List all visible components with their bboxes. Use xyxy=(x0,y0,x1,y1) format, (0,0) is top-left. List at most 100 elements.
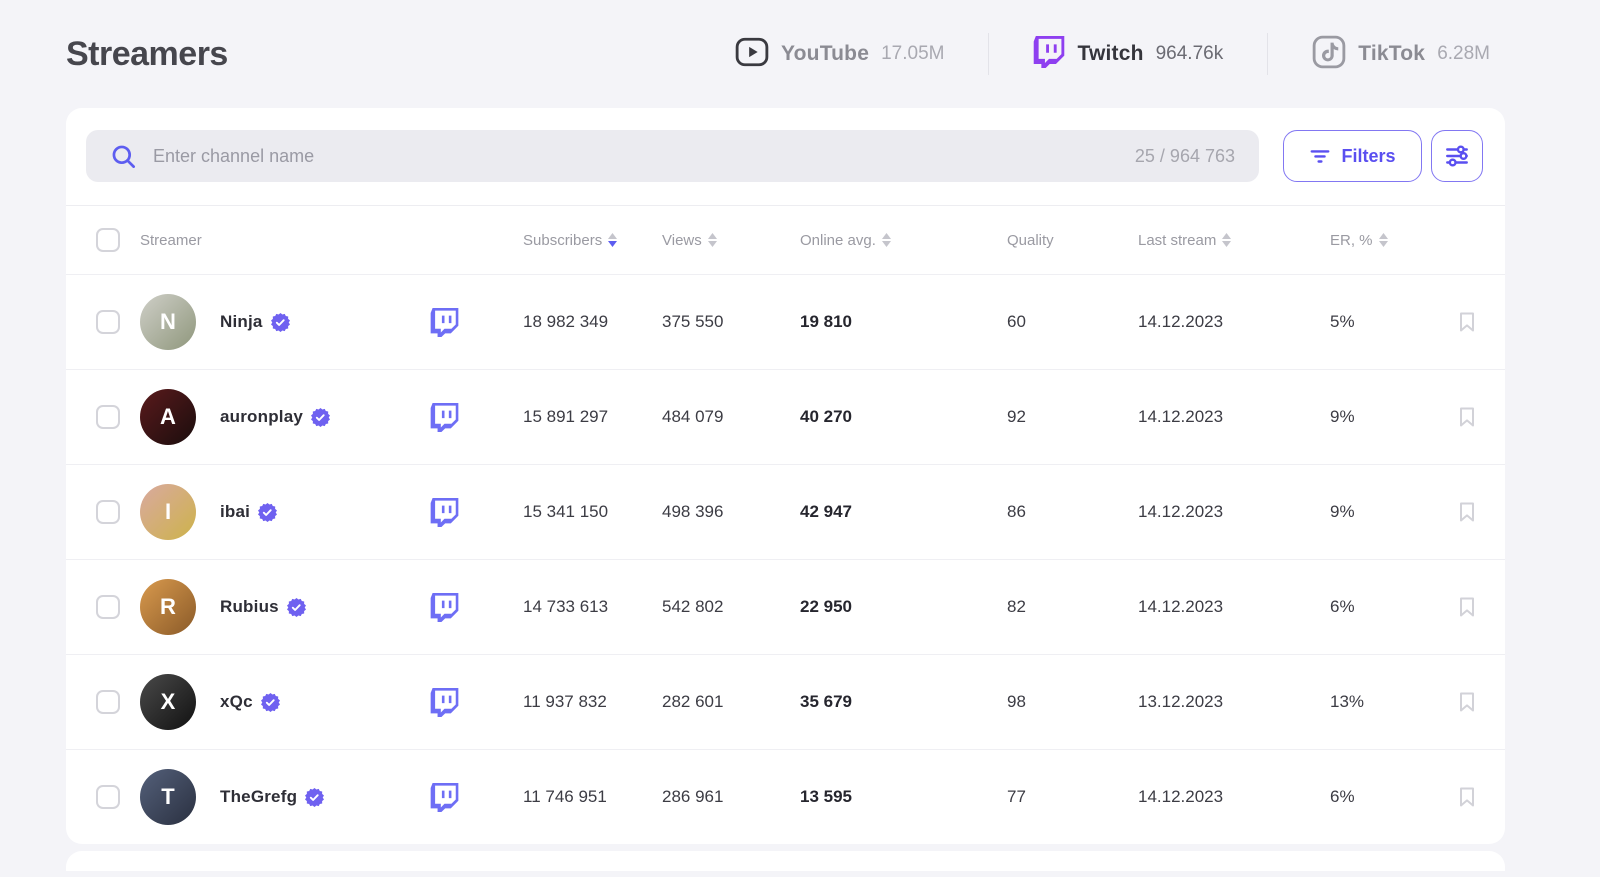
select-all-checkbox[interactable] xyxy=(96,228,120,252)
twitch-icon[interactable] xyxy=(430,687,459,717)
online-avg-value: 35 679 xyxy=(800,692,852,711)
table-body: N Ninja 18 982 349 375 550 19 810 60 14.… xyxy=(66,274,1505,844)
online-avg-value: 42 947 xyxy=(800,502,852,521)
streamer-name[interactable]: Ninja xyxy=(220,312,263,331)
verified-badge-icon xyxy=(260,692,280,712)
streamer-name[interactable]: xQc xyxy=(220,692,253,711)
table-row: I ibai 15 341 150 498 396 42 947 86 14.1… xyxy=(66,464,1505,559)
column-header-online-avg[interactable]: Online avg. xyxy=(800,232,1007,249)
platform-cell xyxy=(430,687,523,717)
er-value: 6% xyxy=(1330,597,1355,616)
bookmark-button[interactable] xyxy=(1455,405,1479,429)
er-value: 6% xyxy=(1330,787,1355,806)
streamer-name[interactable]: auronplay xyxy=(220,407,304,426)
column-header-quality: Quality xyxy=(1007,231,1054,249)
page-header: Streamers YouTube 17.05M Twitch 964.76k xyxy=(0,0,1600,108)
filter-icon xyxy=(1309,145,1331,167)
avatar-cell: T xyxy=(140,769,220,825)
bookmark-button[interactable] xyxy=(1455,310,1479,334)
quality-value: 60 xyxy=(1007,312,1026,331)
views-value: 498 396 xyxy=(662,502,724,521)
column-header-views[interactable]: Views xyxy=(662,232,800,249)
quality-value: 86 xyxy=(1007,502,1026,521)
streamer-name-cell: Ninja xyxy=(220,312,430,332)
streamers-card: 25 / 964 763 Filters xyxy=(66,108,1505,844)
tab-youtube-label: YouTube xyxy=(780,42,870,65)
row-checkbox[interactable] xyxy=(96,405,120,429)
views-value: 286 961 xyxy=(662,787,724,806)
platform-cell xyxy=(430,402,523,432)
row-checkbox[interactable] xyxy=(96,595,120,619)
views-value: 282 601 xyxy=(662,692,724,711)
views-value: 375 550 xyxy=(662,312,724,331)
verified-badge-icon xyxy=(270,312,290,332)
streamer-name[interactable]: TheGrefg xyxy=(220,787,298,806)
platform-cell xyxy=(430,497,523,527)
results-counter: 25 / 964 763 xyxy=(1134,145,1235,166)
er-value: 5% xyxy=(1330,312,1355,331)
avatar-cell: X xyxy=(140,674,220,730)
bookmark-button[interactable] xyxy=(1455,595,1479,619)
filters-button[interactable]: Filters xyxy=(1283,130,1422,182)
tab-youtube[interactable]: YouTube 17.05M xyxy=(691,35,988,74)
avatar[interactable]: I xyxy=(140,484,196,540)
row-checkbox[interactable] xyxy=(96,785,120,809)
avatar[interactable]: A xyxy=(140,389,196,445)
bookmark-icon xyxy=(1455,785,1479,809)
twitch-icon[interactable] xyxy=(430,307,459,337)
row-checkbox[interactable] xyxy=(96,500,120,524)
quality-value: 92 xyxy=(1007,407,1026,426)
bookmark-button[interactable] xyxy=(1455,690,1479,714)
page-title: Streamers xyxy=(66,34,228,73)
last-stream-value: 14.12.2023 xyxy=(1138,502,1224,521)
table-row: N Ninja 18 982 349 375 550 19 810 60 14.… xyxy=(66,274,1505,369)
platform-tabs: YouTube 17.05M Twitch 964.76k xyxy=(691,33,1490,75)
quality-value: 98 xyxy=(1007,692,1026,711)
twitch-icon[interactable] xyxy=(430,592,459,622)
last-stream-value: 14.12.2023 xyxy=(1138,407,1224,426)
twitch-icon[interactable] xyxy=(430,782,459,812)
streamer-name-cell: auronplay xyxy=(220,407,430,427)
tab-tiktok[interactable]: TikTok 6.28M xyxy=(1268,35,1490,74)
table-row: X xQc 11 937 832 282 601 35 679 98 13.12… xyxy=(66,654,1505,749)
column-header-er[interactable]: ER, % xyxy=(1330,232,1455,249)
er-value: 9% xyxy=(1330,502,1355,521)
sort-icon-online-avg xyxy=(881,233,891,247)
avatar[interactable]: T xyxy=(140,769,196,825)
streamer-name[interactable]: ibai xyxy=(220,502,251,521)
subscribers-value: 15 891 297 xyxy=(523,407,609,426)
row-checkbox[interactable] xyxy=(96,690,120,714)
subscribers-value: 15 341 150 xyxy=(523,502,609,521)
er-value: 13% xyxy=(1330,692,1365,711)
twitch-icon[interactable] xyxy=(430,402,459,432)
search-box[interactable]: 25 / 964 763 xyxy=(86,130,1259,182)
sort-icon-views xyxy=(707,233,717,247)
subscribers-value: 11 937 832 xyxy=(523,692,607,711)
avatar[interactable]: R xyxy=(140,579,196,635)
bookmark-button[interactable] xyxy=(1455,785,1479,809)
avatar[interactable]: N xyxy=(140,294,196,350)
column-header-last-stream[interactable]: Last stream xyxy=(1138,232,1330,249)
online-avg-value: 22 950 xyxy=(800,597,852,616)
twitch-icon[interactable] xyxy=(430,497,459,527)
sort-icon-last-stream xyxy=(1222,233,1232,247)
views-value: 542 802 xyxy=(662,597,724,616)
last-stream-value: 14.12.2023 xyxy=(1138,312,1224,331)
last-stream-value: 13.12.2023 xyxy=(1138,692,1224,711)
sliders-icon xyxy=(1444,143,1470,169)
column-header-subscribers[interactable]: Subscribers xyxy=(523,232,662,249)
avatar[interactable]: X xyxy=(140,674,196,730)
verified-badge-icon xyxy=(286,597,306,617)
streamer-name-cell: TheGrefg xyxy=(220,787,430,807)
bookmark-icon xyxy=(1455,405,1479,429)
table-settings-button[interactable] xyxy=(1431,130,1483,182)
streamer-name[interactable]: Rubius xyxy=(220,597,279,616)
er-value: 9% xyxy=(1330,407,1355,426)
tab-twitch[interactable]: Twitch 964.76k xyxy=(989,35,1267,73)
row-checkbox[interactable] xyxy=(96,310,120,334)
search-input[interactable] xyxy=(153,145,1135,167)
verified-badge-icon xyxy=(305,787,325,807)
subscribers-value: 18 982 349 xyxy=(523,312,609,331)
bookmark-button[interactable] xyxy=(1455,500,1479,524)
avatar-cell: N xyxy=(140,294,220,350)
